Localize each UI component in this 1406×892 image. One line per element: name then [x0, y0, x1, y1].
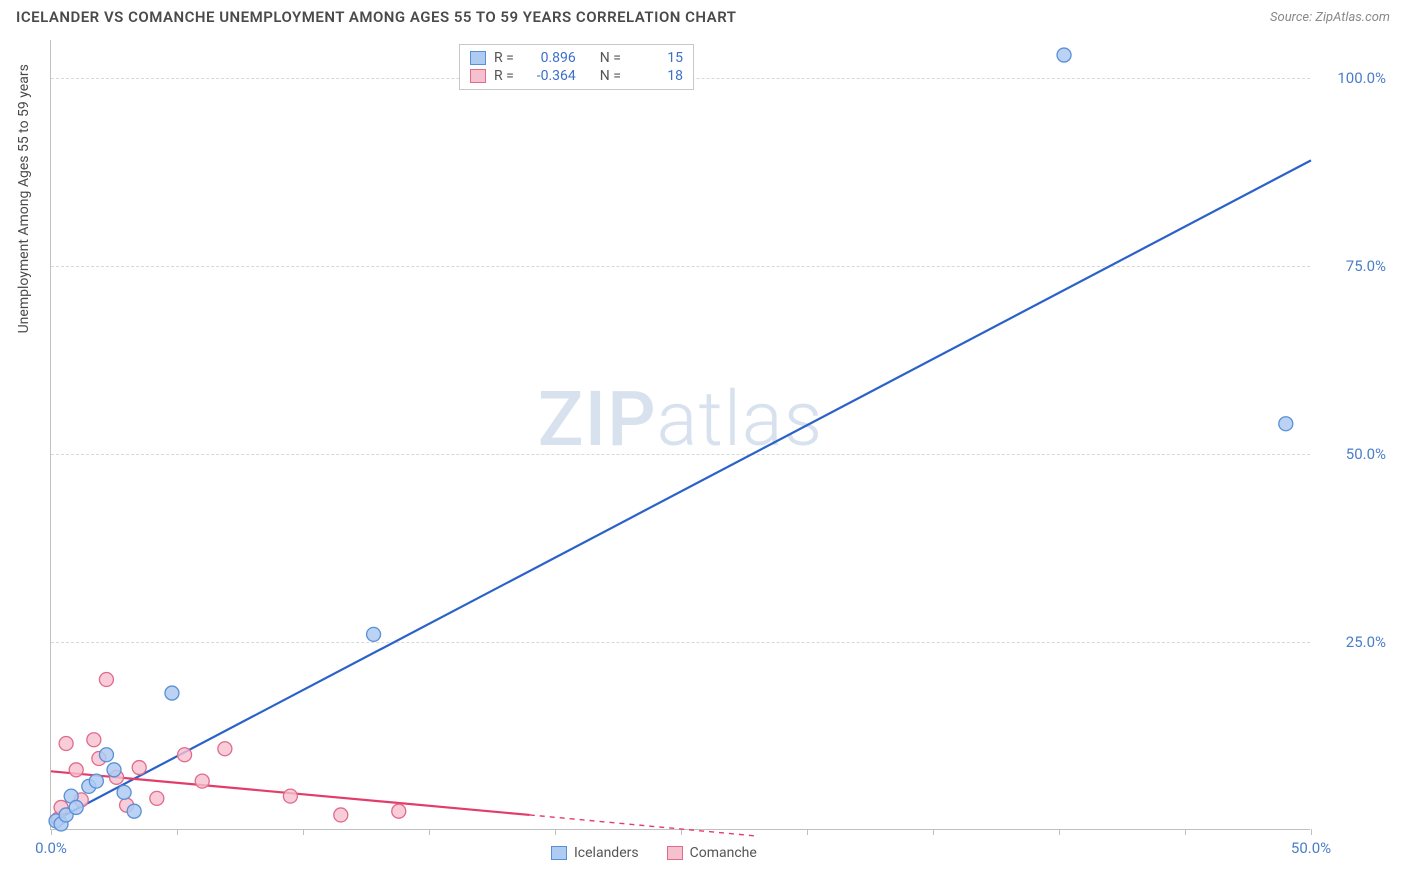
- data-point: [1057, 48, 1071, 62]
- data-point: [69, 763, 83, 777]
- legend-item-icelanders: Icelanders: [551, 845, 639, 861]
- data-point: [132, 761, 146, 775]
- stat-R-value-icelanders: 0.896: [522, 50, 576, 66]
- bottom-legend: Icelanders Comanche: [551, 845, 757, 861]
- x-tick-label: 50.0%: [1291, 839, 1331, 857]
- regression-line: [51, 160, 1311, 822]
- data-point: [69, 800, 83, 814]
- chart-header: ICELANDER VS COMANCHE UNEMPLOYMENT AMONG…: [0, 0, 1406, 30]
- stat-N-value-comanche: 18: [629, 68, 683, 84]
- chart-container: Unemployment Among Ages 55 to 59 years Z…: [42, 40, 1392, 880]
- data-point: [99, 673, 113, 687]
- data-point: [165, 686, 179, 700]
- stats-box: R = 0.896 N = 15 R = -0.364 N = 18: [459, 44, 694, 90]
- stat-N-label: N =: [600, 50, 621, 66]
- data-point: [59, 736, 73, 750]
- y-tick-label: 100.0%: [1337, 69, 1386, 87]
- y-tick-label: 25.0%: [1346, 633, 1386, 651]
- chart-title: ICELANDER VS COMANCHE UNEMPLOYMENT AMONG…: [16, 8, 736, 26]
- plot-area: ZIPatlas 25.0%50.0%75.0%100.0% 0.0%50.0%…: [50, 40, 1310, 830]
- chart-source: Source: ZipAtlas.com: [1270, 10, 1390, 25]
- data-point: [283, 789, 297, 803]
- data-point: [178, 748, 192, 762]
- legend-label-icelanders: Icelanders: [574, 845, 639, 861]
- stats-row-comanche: R = -0.364 N = 18: [470, 67, 683, 85]
- stat-R-label: R =: [494, 50, 514, 66]
- swatch-comanche-icon: [470, 69, 486, 83]
- stat-R-label-2: R =: [494, 68, 514, 84]
- data-point: [218, 742, 232, 756]
- data-point: [195, 774, 209, 788]
- legend-swatch-icelanders-icon: [551, 846, 567, 860]
- x-tick: [1311, 829, 1312, 835]
- data-point: [367, 627, 381, 641]
- data-point: [117, 785, 131, 799]
- swatch-icelanders-icon: [470, 51, 486, 65]
- scatter-svg: [51, 40, 1311, 830]
- x-tick-label: 0.0%: [35, 839, 67, 857]
- data-point: [89, 774, 103, 788]
- data-point: [87, 733, 101, 747]
- y-tick-label: 50.0%: [1346, 445, 1386, 463]
- legend-swatch-comanche-icon: [667, 846, 683, 860]
- y-axis-label: Unemployment Among Ages 55 to 59 years: [16, 64, 32, 333]
- legend-item-comanche: Comanche: [667, 845, 757, 861]
- stat-R-value-comanche: -0.364: [522, 68, 576, 84]
- data-point: [127, 804, 141, 818]
- y-tick-label: 75.0%: [1346, 257, 1386, 275]
- data-point: [1279, 417, 1293, 431]
- data-point: [107, 763, 121, 777]
- stat-N-value-icelanders: 15: [629, 50, 683, 66]
- data-point: [99, 748, 113, 762]
- stats-row-icelanders: R = 0.896 N = 15: [470, 49, 683, 67]
- data-point: [334, 808, 348, 822]
- legend-label-comanche: Comanche: [690, 845, 757, 861]
- stat-N-label-2: N =: [600, 68, 621, 84]
- data-point: [150, 791, 164, 805]
- regression-line: [530, 815, 757, 836]
- data-point: [392, 804, 406, 818]
